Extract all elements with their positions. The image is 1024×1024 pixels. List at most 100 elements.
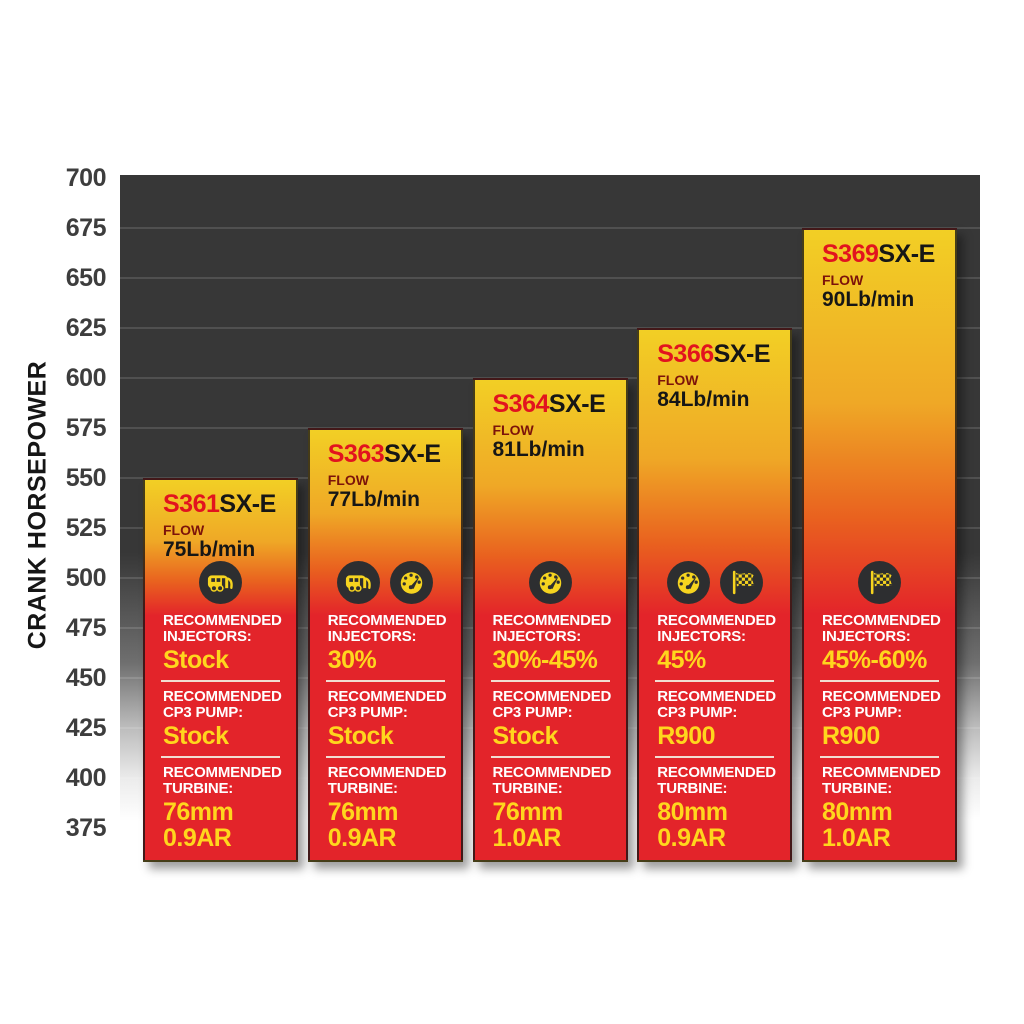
y-tick-label: 600 [65,364,107,392]
bar-specs: RECOMMENDED INJECTORS: 45%-60% RECOMMEND… [804,560,955,860]
bar-specs: RECOMMENDED INJECTORS: Stock RECOMMENDED… [145,560,296,860]
injectors-label: RECOMMENDED INJECTORS: [657,611,776,645]
flow-label: FLOW [163,522,205,538]
cp3-pump-value: Stock [492,721,559,750]
turbine-label: RECOMMENDED TURBINE: [492,763,612,797]
model-series: SX-E [384,440,441,468]
usage-icon-row [145,560,296,606]
recommended-injectors-section: RECOMMENDED INJECTORS: Stock [145,611,296,674]
section-divider [161,679,280,682]
bar-header: S366SX-E FLOW 84Lb/min [639,330,790,411]
cp3-pump-value: Stock [327,721,394,750]
flow-label: FLOW [492,422,534,438]
model-number: S364 [492,390,550,418]
y-tick-label: 650 [65,264,107,292]
turbine-label: RECOMMENDED TURBINE: [657,763,776,797]
turbo-bar: S363SX-E FLOW 77Lb/min [307,428,463,862]
flow-value: 84Lb/min [657,388,750,411]
recommended-turbine-section: RECOMMENDED TURBINE: 80mm 0.9AR [639,763,790,852]
model-name: S364SX-E [493,392,616,417]
recommended-injectors-section: RECOMMENDED INJECTORS: 45% [639,611,790,674]
y-tick-label: 400 [65,764,107,792]
turbine-value: 76mm 1.0AR [492,798,564,852]
y-tick-label: 675 [65,214,107,242]
rv-trailer-icon [198,560,243,605]
recommended-cp3-pump-section: RECOMMENDED CP3 PUMP: Stock [475,687,626,750]
recommended-injectors-section: RECOMMENDED INJECTORS: 45%-60% [804,611,955,673]
cp3-pump-label: RECOMMENDED CP3 PUMP: [163,687,282,721]
y-tick-label: 525 [65,514,107,542]
injectors-value: 30%-45% [492,645,598,674]
gridline [120,227,980,229]
turbine-value: 80mm 1.0AR [822,798,893,852]
section-divider [325,679,445,682]
cp3-pump-value: R900 [822,721,880,750]
recommended-injectors-section: RECOMMENDED INJECTORS: 30%-45% [475,612,626,674]
turbine-value: 76mm 0.9AR [163,798,234,852]
section-divider [161,755,280,758]
turbo-bar: S361SX-E FLOW 75Lb/min [143,478,298,862]
injectors-value: 45% [657,645,706,674]
gauge-icon [666,560,711,605]
bar-header: S364SX-E FLOW 81Lb/min [475,380,626,461]
injectors-value: 30% [327,645,377,674]
cp3-pump-label: RECOMMENDED CP3 PUMP: [657,687,776,721]
turbine-label: RECOMMENDED TURBINE: [163,763,282,797]
bar-header: S363SX-E FLOW 77Lb/min [310,430,461,511]
section-divider [655,679,775,682]
recommended-injectors-section: RECOMMENDED INJECTORS: 30% [310,611,461,674]
gauge-icon [528,560,573,605]
recommended-turbine-section: RECOMMENDED TURBINE: 76mm 1.0AR [475,763,626,852]
flow-label: FLOW [327,472,369,488]
injectors-label: RECOMMENDED INJECTORS: [822,611,941,645]
model-number: S363 [327,440,385,468]
recommended-cp3-pump-section: RECOMMENDED CP3 PUMP: Stock [310,688,461,750]
model-series: SX-E [878,240,935,268]
y-tick-label: 625 [65,314,107,342]
gridline [120,327,980,329]
cp3-pump-value: R900 [657,721,716,750]
turbine-label: RECOMMENDED TURBINE: [822,763,941,797]
model-name: S363SX-E [328,442,451,467]
checkered-flag-icon [719,560,764,605]
usage-icon-row [639,560,790,606]
bar-header: S369SX-E FLOW 90Lb/min [804,230,955,311]
model-number: S361 [163,490,220,518]
flow-label: FLOW [657,372,699,388]
y-axis-ticks: 700 675 650 625 600 575 550 525 500 475 450 425 400 3… [0,0,107,1024]
gridline [120,277,980,279]
usage-icon-row [310,560,461,606]
recommended-cp3-pump-section: RECOMMENDED CP3 PUMP: R900 [804,688,955,750]
section-divider [490,755,610,758]
rv-trailer-icon [336,560,381,605]
recommended-turbine-section: RECOMMENDED TURBINE: 80mm 1.0AR [804,763,955,852]
model-number: S369 [822,240,879,268]
y-tick-label: 575 [65,414,107,442]
plot-area: S361SX-E FLOW 75Lb/min [120,175,980,862]
y-tick-label: 475 [65,614,107,642]
recommended-cp3-pump-section: RECOMMENDED CP3 PUMP: Stock [145,687,296,749]
recommended-cp3-pump-section: RECOMMENDED CP3 PUMP: R900 [639,687,790,750]
y-tick-label: 450 [65,664,107,692]
model-name: S369SX-E [822,242,945,267]
turbine-label: RECOMMENDED TURBINE: [327,763,447,797]
section-divider [490,679,610,682]
injectors-label: RECOMMENDED INJECTORS: [163,611,282,645]
model-series: SX-E [219,490,276,518]
injectors-value: Stock [163,645,229,674]
gauge-icon [389,560,434,605]
flow-label: FLOW [822,272,864,288]
bar-header: S361SX-E FLOW 75Lb/min [145,480,296,561]
injectors-label: RECOMMENDED INJECTORS: [327,611,447,645]
flow-value: 77Lb/min [327,488,420,511]
recommended-turbine-section: RECOMMENDED TURBINE: 76mm 0.9AR [310,763,461,851]
bar-specs: RECOMMENDED INJECTORS: 45% RECOMMENDED C… [639,560,790,860]
section-divider [325,755,445,758]
y-tick-label: 500 [65,564,107,592]
y-tick-label: 425 [65,714,107,742]
section-divider [655,755,775,758]
turbine-value: 80mm 0.9AR [657,798,728,852]
cp3-pump-label: RECOMMENDED CP3 PUMP: [492,687,612,721]
model-number: S366 [657,340,714,368]
